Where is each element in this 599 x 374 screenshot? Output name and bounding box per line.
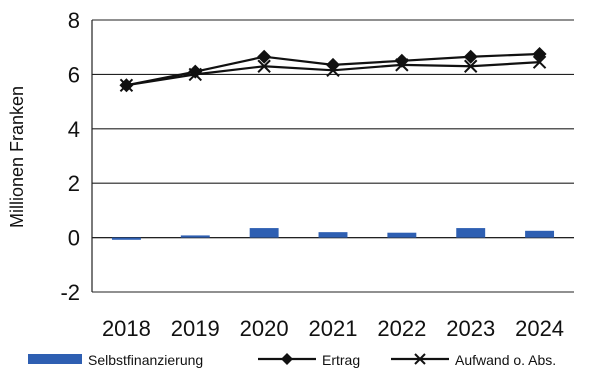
x-tick-label: 2020 <box>240 316 289 341</box>
bar <box>456 228 486 238</box>
data-point <box>257 59 271 73</box>
data-point <box>394 53 409 68</box>
data-point <box>257 49 272 64</box>
data-point <box>188 67 202 82</box>
bar <box>525 230 555 238</box>
bar <box>318 232 348 238</box>
x-tick-labels: 2018 2019 2020 2021 2022 2023 2024 <box>102 316 564 341</box>
data-point <box>395 58 409 72</box>
legend-label: Aufwand o. Abs. <box>455 352 556 368</box>
legend-label: Ertrag <box>322 352 360 368</box>
x-tick-label: 2024 <box>515 316 564 341</box>
x-tick-label: 2022 <box>377 316 426 341</box>
y-tick-label: 8 <box>68 8 80 33</box>
y-tick-label: 0 <box>68 226 80 251</box>
line-series <box>119 47 547 93</box>
x-tick-label: 2019 <box>171 316 220 341</box>
x-tick-label: 2018 <box>102 316 151 341</box>
data-point <box>326 57 340 72</box>
bar <box>249 228 279 238</box>
data-point <box>532 55 547 69</box>
legend-label: Selbstfinanzierung <box>88 352 203 368</box>
data-point <box>463 49 478 64</box>
x-tick-label: 2023 <box>446 316 495 341</box>
bar <box>387 232 417 238</box>
y-tick-label: 6 <box>68 62 80 87</box>
data-point <box>326 63 340 78</box>
y-axis-title: Millionen Franken <box>7 86 27 228</box>
data-point <box>532 47 547 61</box>
legend-item: Aufwand o. Abs. <box>391 352 556 368</box>
data-point <box>188 64 203 79</box>
y-tick-label: -2 <box>60 280 80 305</box>
legend-item: Selbstfinanzierung <box>28 352 203 368</box>
bar <box>111 237 141 240</box>
legend-item: Ertrag <box>258 352 360 368</box>
legend-marker <box>281 353 293 365</box>
y-tick-label: 2 <box>68 171 80 196</box>
y-tick-label: 4 <box>68 117 80 142</box>
legend: Selbstfinanzierung Ertrag Aufwand o. Abs. <box>28 352 556 368</box>
bar <box>180 235 210 238</box>
x-tick-label: 2021 <box>309 316 358 341</box>
legend-marker <box>414 353 426 365</box>
bar-series <box>111 228 555 240</box>
data-point <box>119 78 134 92</box>
data-point <box>464 59 478 73</box>
y-tick-labels: -2 0 2 4 6 8 <box>60 8 80 305</box>
legend-swatch <box>28 354 82 364</box>
